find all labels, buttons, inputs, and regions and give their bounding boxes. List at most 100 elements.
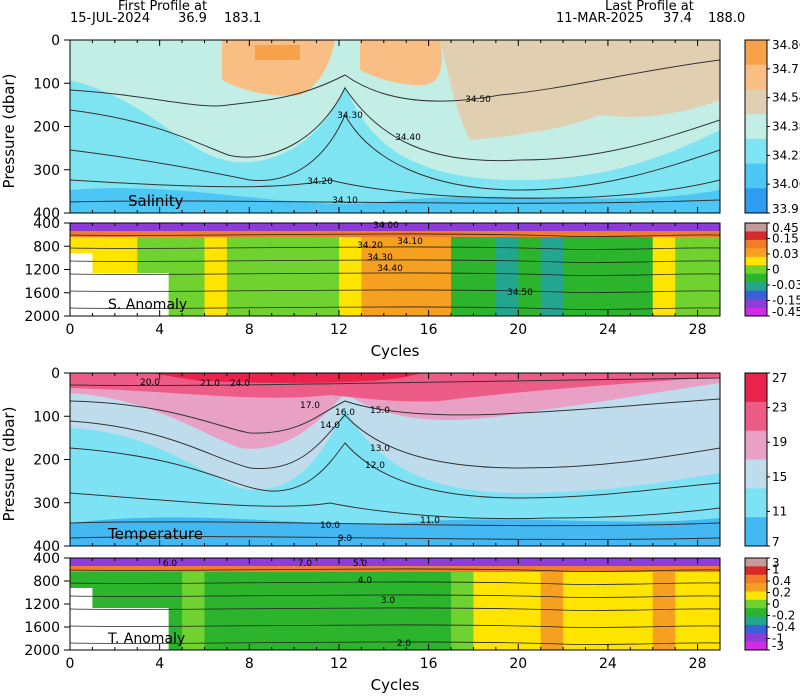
x-tick-label: 28 bbox=[689, 322, 707, 338]
temperature-anomaly-column bbox=[451, 558, 474, 650]
temperature-anomaly-column bbox=[338, 558, 362, 650]
y-tick-label: 800 bbox=[33, 239, 60, 255]
salinity-contour-label: 34.10 bbox=[332, 196, 358, 206]
y-tick-label: 800 bbox=[33, 574, 60, 590]
x-tick-label: 4 bbox=[155, 322, 164, 338]
temperature-contour-label: 14.0 bbox=[320, 421, 340, 431]
temperature-anomaly-column bbox=[249, 558, 273, 650]
salinity-anomaly-contour-label: 34.40 bbox=[377, 264, 403, 274]
colorbar-segment bbox=[745, 248, 767, 258]
colorbar-segment bbox=[745, 574, 767, 584]
panel-label: S. Anomaly bbox=[108, 297, 187, 313]
colorbar-segment bbox=[745, 608, 767, 618]
temperature-contour bbox=[70, 521, 720, 527]
y-tick-label: 1200 bbox=[24, 263, 60, 279]
salinity-anomaly-column bbox=[451, 223, 474, 316]
salinity-anomaly-column bbox=[495, 223, 519, 316]
salinity-anomaly-column bbox=[540, 223, 564, 316]
panel-label: Temperature bbox=[107, 525, 203, 543]
colorbar-segment bbox=[745, 459, 767, 489]
salinity-anomaly-column bbox=[182, 223, 205, 316]
temperature-contour-label: 13.0 bbox=[370, 444, 390, 454]
temperature-anomaly-column bbox=[271, 558, 295, 650]
colorbar-label: 34.06 bbox=[772, 177, 800, 191]
colorbar-segment bbox=[745, 138, 767, 165]
colorbar-segment bbox=[745, 566, 767, 576]
temperature-contour-label: 11.0 bbox=[420, 516, 440, 526]
colorbar-segment bbox=[745, 231, 767, 241]
x-tick-label: 28 bbox=[689, 656, 707, 672]
colorbar-segment bbox=[745, 599, 767, 609]
temperature-anomaly-plot bbox=[70, 558, 720, 650]
salinity-anomaly-top-band bbox=[70, 223, 720, 231]
salinity-anomaly-column bbox=[518, 223, 542, 316]
salinity-anomaly-contour-label: 34.10 bbox=[397, 237, 423, 247]
temperature-anomaly-contour-label: 4.0 bbox=[358, 576, 373, 586]
temperature-contour bbox=[70, 377, 720, 387]
first-profile-lon: 183.1 bbox=[224, 11, 262, 26]
x-tick-label: 4 bbox=[155, 656, 164, 672]
salinity-tan bbox=[440, 40, 720, 140]
y-tick-label: 2000 bbox=[24, 643, 60, 659]
colorbar-segment bbox=[745, 641, 767, 651]
salinity-contour bbox=[70, 113, 720, 191]
colorbar-label: 34.22 bbox=[772, 148, 800, 162]
colorbar-segment bbox=[745, 256, 767, 266]
salinity-anomaly-contour bbox=[70, 306, 720, 310]
colorbar-label: 0 bbox=[772, 597, 780, 611]
y-tick-label: 300 bbox=[33, 496, 60, 512]
panel-label: Salinity bbox=[128, 192, 184, 210]
last-profile-lat: 37.4 bbox=[663, 11, 692, 26]
temperature-contour-label: 9.0 bbox=[338, 534, 353, 544]
x-axis-label: Cycles bbox=[371, 676, 420, 694]
colorbar-label: -0.4 bbox=[772, 620, 795, 634]
colorbar-frame bbox=[744, 372, 768, 547]
temperature-anomaly-contour-label: 3.0 bbox=[381, 596, 396, 606]
temperature-anomaly-contour-label: 7.0 bbox=[298, 559, 313, 569]
colorbar-label: 0.2 bbox=[772, 586, 791, 600]
salinity-anomaly-column bbox=[338, 223, 362, 316]
colorbar-label: -0.15 bbox=[772, 294, 800, 308]
colorbar-label: 0.15 bbox=[772, 232, 799, 246]
colorbar-label: 23 bbox=[772, 401, 787, 415]
temperature-anomaly-contour-label: 5.0 bbox=[353, 559, 368, 569]
y-tick-label: 100 bbox=[33, 76, 60, 92]
colorbar-segment bbox=[745, 282, 767, 292]
salinity-anomaly-column bbox=[406, 223, 430, 316]
salinity-orange-2 bbox=[360, 40, 442, 85]
y-tick-label: 0 bbox=[51, 366, 60, 382]
y-tick-label: 0 bbox=[51, 33, 60, 49]
colorbar-label: 0.03 bbox=[772, 247, 799, 261]
salinity-anomaly-nodata bbox=[70, 253, 169, 316]
temperature-anomaly-column bbox=[316, 558, 340, 650]
temperature-contour-label: 21.0 bbox=[200, 379, 220, 389]
colorbar-segment bbox=[745, 223, 767, 232]
salinity-contour bbox=[70, 59, 720, 107]
salinity-contour-label: 34.50 bbox=[465, 95, 491, 105]
colorbar-label: 7 bbox=[772, 535, 780, 549]
colorbar-label: 15 bbox=[772, 470, 787, 484]
colorbar-segment bbox=[745, 239, 767, 249]
temperature-contour-label: 17.0 bbox=[300, 401, 320, 411]
colorbar-segment bbox=[745, 583, 767, 592]
colorbar-segment bbox=[745, 40, 767, 66]
temperature-anomaly-top-band bbox=[70, 558, 720, 566]
salinity-anomaly-column bbox=[652, 223, 676, 316]
y-tick-label: 400 bbox=[33, 206, 60, 222]
x-axis-label: Cycles bbox=[371, 342, 420, 360]
salinity-contour-label: 34.30 bbox=[337, 111, 363, 121]
temperature-anomaly-contour-label: 6.0 bbox=[163, 559, 178, 569]
y-tick-label: 2000 bbox=[24, 309, 60, 325]
colorbar-segment bbox=[745, 616, 767, 626]
salinity-anomaly-column bbox=[630, 223, 654, 316]
colorbar-label: 11 bbox=[772, 504, 787, 518]
y-tick-label: 400 bbox=[33, 551, 60, 567]
y-tick-label: 1200 bbox=[24, 597, 60, 613]
temperature-hottest bbox=[150, 373, 420, 383]
salinity-anomaly-column bbox=[226, 223, 250, 316]
x-tick-label: 8 bbox=[245, 656, 254, 672]
colorbar-label: -1 bbox=[772, 632, 784, 646]
x-tick-label: 24 bbox=[599, 656, 617, 672]
colorbar-segment bbox=[745, 290, 767, 300]
salinity-anomaly-contour-label: 34.50 bbox=[507, 288, 533, 298]
